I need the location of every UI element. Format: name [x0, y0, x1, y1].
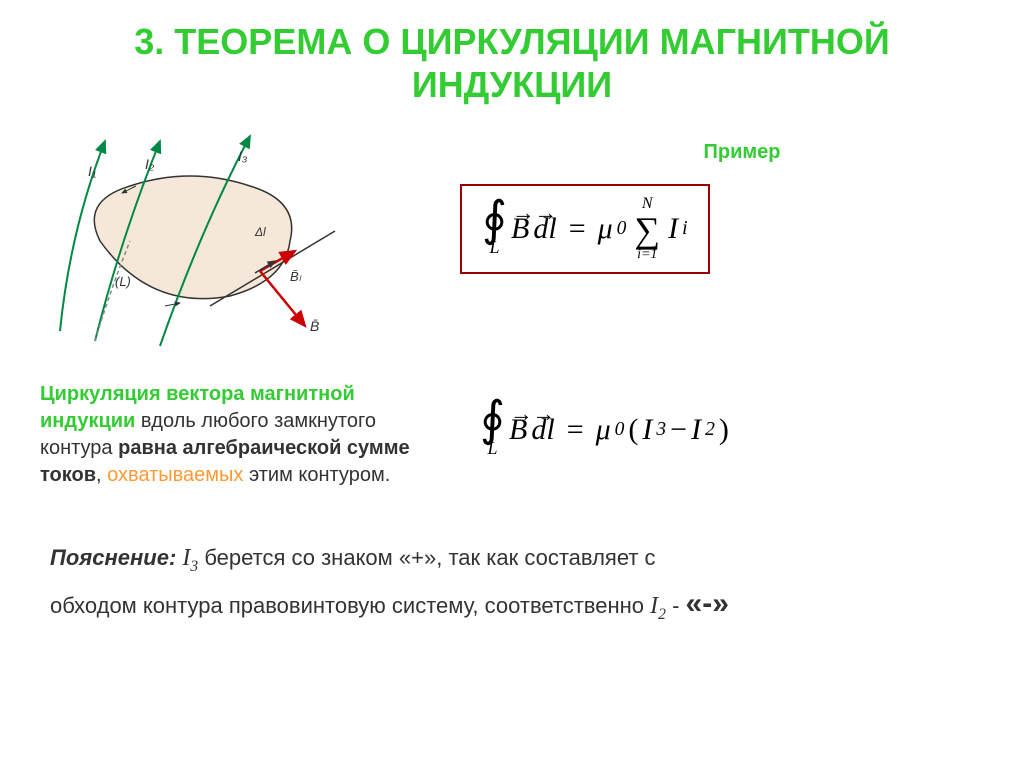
explanation-text: Пояснение: I 3 берется со знаком «+», так… — [40, 539, 984, 628]
svg-text:I₂: I₂ — [145, 156, 155, 172]
integral-sub: L — [490, 237, 500, 258]
expl-I2: I — [650, 593, 658, 619]
svg-text:B̄ₗ: B̄ₗ — [290, 269, 302, 284]
main-formula: ∮ L B dl = μ0 N ∑ i=1 Ii — [482, 196, 688, 262]
expl-dash: - — [672, 593, 685, 618]
integral-icon: ∮ — [480, 401, 505, 439]
mu2-sub: 0 — [615, 419, 625, 441]
paren-close: ) — [719, 413, 729, 447]
main-formula-box: ∮ L B dl = μ0 N ∑ i=1 Ii — [460, 184, 710, 274]
I2-sub: 2 — [705, 419, 715, 441]
example-formula: ∮ L B dl = μ0 (I3 − I2) — [480, 381, 729, 458]
example-label: Пример — [500, 141, 984, 164]
theorem-p6: этим контуром. — [243, 464, 390, 486]
expl-t2: обходом контура правовинтовую систему, с… — [50, 593, 650, 618]
expl-label: Пояснение: — [50, 545, 176, 570]
equals: = — [569, 212, 586, 246]
I3-sub: 3 — [656, 419, 666, 441]
page-title: 3. ТЕОРЕМА О ЦИРКУЛЯЦИИ МАГНИТНОЙ ИНДУКЦ… — [40, 20, 984, 106]
I-var: I — [668, 212, 678, 246]
I3: I — [642, 413, 652, 447]
expl-t1: берется со знаком «+», так как составляе… — [204, 545, 655, 570]
vec-dl2: dl — [531, 413, 554, 447]
theorem-p4: , — [96, 464, 102, 486]
theorem-statement: Циркуляция вектора магнитной индукции вд… — [40, 381, 420, 489]
expl-I3-sub: 3 — [190, 558, 198, 575]
expl-I2-sub: 2 — [658, 606, 666, 623]
theorem-p5: охватываемых — [107, 464, 243, 486]
field-diagram: I₁ I₂ I₃ (L) Δl B̄ₗ B̄ — [40, 131, 360, 351]
svg-text:Δl: Δl — [254, 225, 266, 239]
mid-section: Циркуляция вектора магнитной индукции вд… — [40, 381, 984, 489]
expl-minus: «-» — [686, 587, 729, 620]
vec-dl: dl — [533, 212, 556, 246]
mu-sub: 0 — [617, 218, 627, 240]
paren-open: ( — [628, 413, 638, 447]
vec-B: B — [511, 212, 529, 246]
equals2: = — [567, 413, 584, 447]
svg-text:(L): (L) — [115, 274, 131, 289]
I2: I — [691, 413, 701, 447]
example-column: Пример ∮ L B dl = μ0 N ∑ i=1 Ii — [380, 131, 984, 274]
svg-text:I₁: I₁ — [88, 163, 97, 179]
svg-text:I₃: I₃ — [238, 148, 248, 164]
vec-B2: B — [509, 413, 527, 447]
sigma-icon: ∑ — [634, 212, 660, 248]
mu: μ — [598, 212, 613, 246]
integral-sub2: L — [488, 438, 498, 459]
I-sub: i — [682, 218, 687, 240]
integral-icon: ∮ — [482, 201, 507, 239]
top-section: I₁ I₂ I₃ (L) Δl B̄ₗ B̄ Пример ∮ L B dl =… — [40, 131, 984, 351]
mu2: μ — [596, 413, 611, 447]
svg-text:B̄: B̄ — [310, 318, 319, 334]
sum-bot: i=1 — [637, 248, 657, 262]
minus: − — [670, 413, 687, 447]
